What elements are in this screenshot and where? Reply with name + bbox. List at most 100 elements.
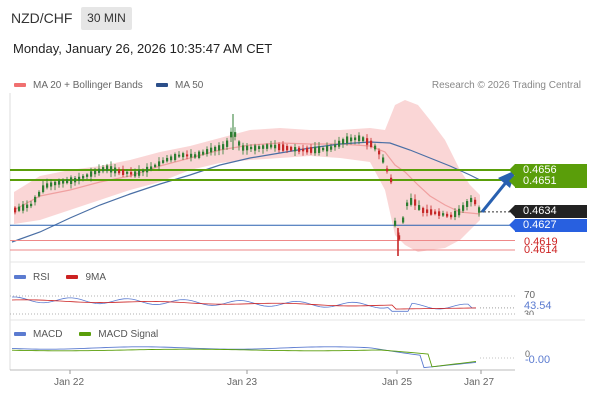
candle-body (78, 176, 81, 181)
candle-body (250, 146, 253, 150)
macd-signal-legend-label: MACD Signal (98, 329, 159, 340)
candle-body (414, 199, 417, 206)
candle-body (42, 185, 45, 193)
candle-body (90, 171, 93, 177)
candle-body (410, 198, 413, 205)
candle-body (390, 177, 393, 183)
candle-body (282, 144, 285, 151)
candle-body (170, 156, 173, 161)
pair-title: NZD/CHF (11, 10, 73, 26)
candle-body (150, 166, 153, 170)
pivot-badge: 0.4627 (509, 219, 587, 232)
last-price-badge: 0.4634 (509, 205, 587, 218)
candle-body (198, 151, 201, 159)
candle-body (226, 140, 229, 147)
candle-body (362, 137, 365, 142)
candle-body (298, 147, 301, 152)
candle-body (286, 145, 289, 151)
candle-body (342, 139, 345, 145)
candle-body (194, 154, 197, 158)
rsi-value: 43.54 (524, 300, 552, 312)
candle-body (14, 207, 17, 213)
candle-body (358, 135, 361, 142)
candle-body (86, 174, 89, 177)
candle-body (222, 144, 225, 150)
support-2-label: 0.4614 (524, 244, 558, 256)
ma50-swatch (156, 83, 168, 88)
forecast-arrow-shaft (480, 179, 510, 213)
candle-body (110, 166, 113, 173)
candle-body (270, 144, 273, 148)
candle-body (438, 211, 441, 216)
candle-body (114, 167, 117, 174)
candle-body (426, 209, 429, 213)
candle-body (158, 161, 161, 167)
candle-body (174, 154, 177, 160)
timeframe-button[interactable]: 30 MIN (81, 7, 132, 30)
legend-ma50: MA 50 (156, 80, 203, 91)
candle-body (142, 170, 145, 173)
candle-body (54, 181, 57, 186)
candle-body (214, 146, 217, 151)
candle-body (334, 144, 337, 148)
candle-body (122, 169, 125, 175)
copyright: Research © 2026 Trading Central (431, 80, 581, 91)
resistance-2-badge: 0.4651 (509, 175, 587, 188)
candle-body (442, 213, 445, 216)
candle-body (274, 144, 277, 149)
candle-body (130, 172, 133, 175)
candle-body (314, 146, 317, 154)
candle-body (290, 146, 293, 151)
candle-body (346, 136, 349, 144)
resistance-1-badge: 0.4656 (509, 164, 587, 177)
rsi-legend-label: RSI (33, 272, 50, 283)
candle-body (454, 210, 457, 218)
candle-body (18, 206, 21, 211)
candle-body (466, 201, 469, 207)
candle-body (74, 177, 77, 183)
candle-body (182, 153, 185, 158)
candle-body (30, 203, 33, 207)
legend-ma50-label: MA 50 (175, 80, 204, 91)
candle-body (138, 169, 141, 176)
rsi-ma-line (11, 299, 477, 310)
timestamp: Monday, January 26, 2026 10:35:47 AM CET (13, 41, 273, 56)
macd-signal-line (11, 348, 477, 368)
candle-body (70, 177, 73, 184)
candle-body (462, 205, 465, 211)
candle-body (382, 157, 385, 163)
candle-body (294, 147, 297, 152)
candle-body (306, 147, 309, 153)
candle-body (46, 183, 49, 188)
candle-body (202, 151, 205, 155)
candle-body (98, 168, 101, 173)
candle-body (26, 204, 29, 208)
candle-body (118, 169, 121, 174)
x-tick-jan22: Jan 22 (54, 377, 85, 388)
candle-body (106, 165, 109, 172)
candle-body (322, 147, 325, 151)
candle-body (330, 146, 333, 150)
candle-body (354, 137, 357, 141)
candle-body (470, 197, 473, 203)
candle-body (422, 207, 425, 213)
candle-body (230, 131, 233, 138)
ma20-swatch (14, 83, 26, 88)
candle-body (238, 141, 241, 146)
candle-body (434, 211, 437, 215)
candle-body (278, 143, 281, 151)
candle-body (450, 214, 453, 218)
candle-body (386, 168, 389, 172)
candle-body (126, 171, 129, 174)
candle-body (34, 196, 37, 203)
macd-zero-label: 0 (525, 349, 531, 359)
macd-swatch (14, 332, 26, 337)
candle-body (338, 140, 341, 147)
rsi-level-30: 30 (524, 309, 535, 315)
candle-body (266, 144, 269, 149)
candle-body (146, 166, 149, 173)
candle-body (22, 204, 25, 211)
candle-body (310, 147, 313, 153)
candle-body (302, 148, 305, 152)
